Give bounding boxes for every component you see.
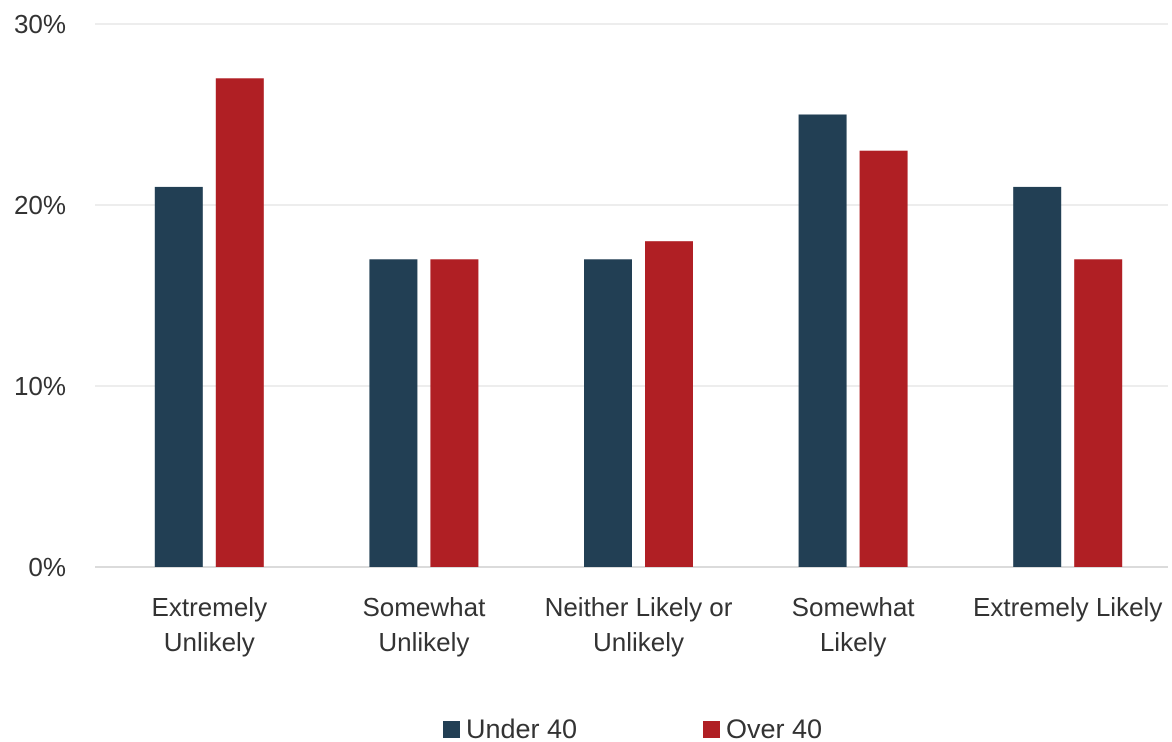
legend: Under 40 Over 40 bbox=[443, 714, 822, 742]
x-category-label: Extremely Likely bbox=[973, 592, 1162, 622]
y-tick-label: 20% bbox=[14, 190, 66, 220]
x-category-label: Extremely Unlikely bbox=[152, 592, 268, 657]
y-axis-ticks: 0% 10% 20% 30% bbox=[14, 9, 66, 582]
bar-over-40-3 bbox=[859, 150, 908, 567]
legend-label: Over 40 bbox=[726, 714, 822, 742]
x-category-label-line: Neither Likely or bbox=[545, 592, 733, 622]
bar-over-40-2 bbox=[645, 241, 693, 567]
legend-label: Under 40 bbox=[466, 714, 577, 742]
bar-over-40-0 bbox=[215, 78, 264, 568]
bar-under-40-2 bbox=[584, 259, 632, 567]
y-tick-label: 10% bbox=[14, 371, 66, 401]
x-category-label-line: Unlikely bbox=[378, 627, 469, 657]
x-category-label: Somewhat Unlikely bbox=[362, 592, 486, 657]
x-category-label: Somewhat Likely bbox=[792, 592, 916, 657]
bar-over-40-4 bbox=[1074, 259, 1123, 567]
x-category-label-line: Somewhat bbox=[792, 592, 916, 622]
x-category-label-line: Extremely bbox=[152, 592, 268, 622]
y-tick-label: 0% bbox=[28, 552, 66, 582]
bar-under-40-0 bbox=[154, 186, 203, 567]
bar-under-40-1 bbox=[369, 259, 418, 567]
x-category-label-line: Extremely Likely bbox=[973, 592, 1162, 622]
x-category-label-line: Somewhat bbox=[362, 592, 486, 622]
x-category-label-line: Likely bbox=[820, 627, 886, 657]
x-category-label-line: Unlikely bbox=[593, 627, 684, 657]
bar-over-40-1 bbox=[430, 259, 479, 567]
y-tick-label: 30% bbox=[14, 9, 66, 39]
bar-under-40-4 bbox=[1013, 186, 1062, 567]
legend-swatch bbox=[443, 721, 460, 738]
bar-under-40-3 bbox=[798, 114, 847, 567]
legend-swatch bbox=[703, 721, 720, 738]
bars bbox=[154, 78, 1123, 568]
x-category-label: Neither Likely or Unlikely bbox=[545, 592, 733, 657]
x-category-label-line: Unlikely bbox=[164, 627, 255, 657]
